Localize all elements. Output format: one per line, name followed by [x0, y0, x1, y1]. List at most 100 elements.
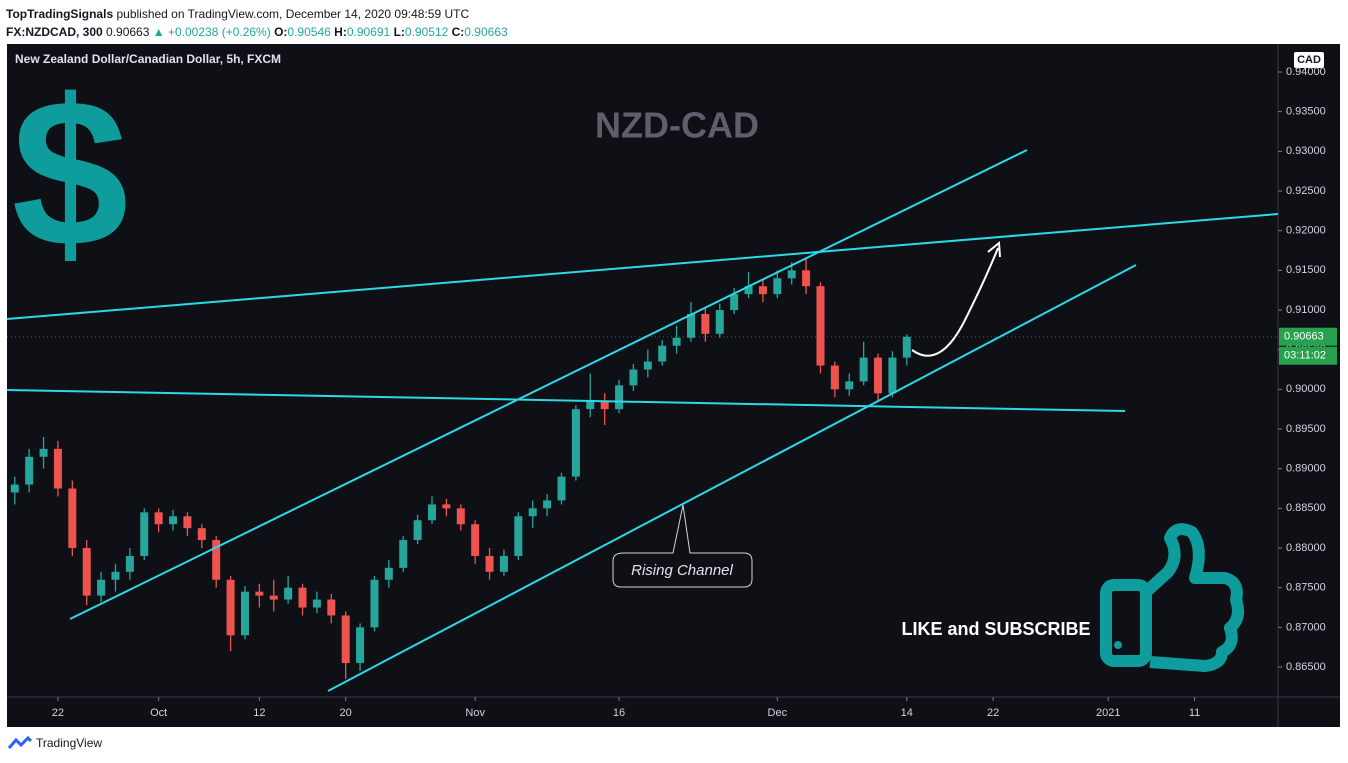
l-value: 0.90512	[404, 25, 449, 39]
countdown-label: 03:11:02	[1284, 350, 1326, 362]
candle-body	[514, 516, 523, 556]
footer: TradingView	[8, 736, 102, 750]
candle-body	[715, 310, 724, 334]
x-tick-label: 22	[52, 707, 64, 719]
candle-body	[802, 270, 811, 287]
candle-body	[658, 345, 667, 362]
candle-body	[816, 286, 825, 366]
author: TopTradingSignals	[6, 7, 114, 21]
candle-body	[758, 286, 767, 295]
candle-body	[25, 456, 34, 485]
currency-label: CAD	[1297, 54, 1321, 66]
candle-body	[39, 448, 48, 457]
candle-body	[68, 488, 77, 549]
candle-body	[830, 365, 839, 390]
y-tick-label: 0.92500	[1286, 185, 1326, 197]
projection-arrow	[911, 247, 999, 357]
x-tick-label: Dec	[768, 707, 788, 719]
y-tick-label: 0.92000	[1286, 225, 1326, 237]
candle-body	[442, 504, 451, 509]
candle-body	[82, 548, 91, 596]
candle-body	[701, 313, 710, 334]
candle-body	[111, 571, 120, 580]
y-tick-label: 0.89500	[1286, 423, 1326, 435]
candle-body	[557, 476, 566, 501]
x-tick-label: 20	[340, 707, 352, 719]
y-tick-label: 0.89000	[1286, 463, 1326, 475]
l-label: L:	[393, 25, 405, 39]
y-tick-label: 0.91500	[1286, 264, 1326, 276]
candles	[10, 258, 911, 679]
watermark: NZD-CAD	[595, 105, 759, 146]
candle-body	[240, 591, 249, 636]
candle-body	[169, 516, 178, 525]
candle-body	[499, 555, 508, 572]
candle-body	[428, 504, 437, 521]
thumbs-up-icon	[1100, 523, 1244, 672]
y-tick-label: 0.90000	[1286, 383, 1326, 395]
published: published on TradingView.com, December 1…	[116, 7, 470, 21]
candle-body	[859, 357, 868, 382]
candle-body	[154, 512, 163, 525]
x-tick-label: 2021	[1096, 707, 1120, 719]
candle-body	[471, 524, 480, 556]
h-label: H:	[334, 25, 347, 39]
icon-dot	[1114, 641, 1122, 649]
candle-body	[212, 540, 221, 580]
candle-body	[456, 508, 465, 525]
header-line-2: FX:NZDCAD, 300 0.90663 ▲ +0.00238 (+0.26…	[6, 23, 508, 41]
candle-body	[356, 627, 365, 664]
callout-text: Rising Channel	[631, 562, 733, 579]
candle-body	[269, 595, 278, 600]
o-value: 0.90546	[287, 25, 331, 39]
symbol: FX:NZDCAD, 300	[6, 25, 103, 39]
candle-body	[528, 508, 537, 517]
candle-body	[226, 579, 235, 636]
candle-body	[629, 369, 638, 386]
candle-body	[384, 567, 393, 580]
candle-body	[399, 540, 408, 568]
candle-body	[327, 599, 336, 616]
c-label: C:	[451, 25, 465, 39]
candle-body	[643, 361, 652, 370]
candle-body	[571, 409, 580, 477]
logo	[8, 736, 32, 749]
y-tick-label: 0.88500	[1286, 502, 1326, 514]
candle-body	[341, 615, 350, 664]
candle-body	[730, 294, 739, 311]
x-tick-label: 12	[253, 707, 265, 719]
x-tick-label: 16	[613, 707, 625, 719]
candle-body	[845, 381, 854, 390]
candle-body	[485, 555, 494, 572]
candle-body	[10, 484, 19, 493]
candle-body	[255, 591, 264, 596]
channel-upper	[69, 149, 1028, 620]
candle-body	[686, 313, 695, 338]
chart-title: New Zealand Dollar/Canadian Dollar, 5h, …	[15, 52, 281, 66]
x-tick-label: 22	[987, 707, 999, 719]
header: TopTradingSignals published on TradingVi…	[6, 5, 508, 41]
candle-body	[672, 337, 681, 346]
callout-box	[612, 504, 753, 588]
y-tick-label: 0.87000	[1286, 621, 1326, 633]
trend-lines	[6, 149, 1279, 692]
candle-body	[888, 357, 897, 394]
candle-body	[284, 587, 293, 600]
candle-body	[370, 579, 379, 628]
cta-text: LIKE and SUBSCRIBE	[901, 619, 1090, 639]
y-tick-label: 0.88000	[1286, 542, 1326, 554]
y-tick-label: 0.93000	[1286, 145, 1326, 157]
resistance-line	[6, 213, 1279, 320]
y-tick-label: 0.93500	[1286, 106, 1326, 118]
arrow-head	[987, 241, 1001, 258]
candle-body	[744, 286, 753, 295]
last-price-box	[1279, 327, 1337, 346]
candle-body	[312, 599, 321, 608]
candle-body	[183, 516, 192, 529]
x-tick-label: Nov	[465, 707, 485, 719]
candle-body	[197, 528, 206, 541]
candle-body	[543, 500, 552, 509]
y-tick-label: 0.91000	[1286, 304, 1326, 316]
